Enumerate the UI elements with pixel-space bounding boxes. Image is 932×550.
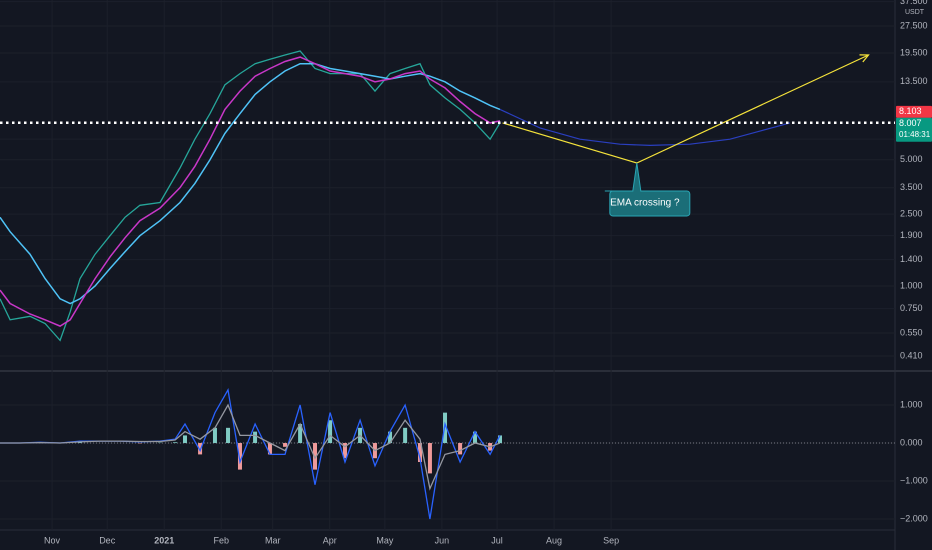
x-tick-label: Apr bbox=[323, 535, 337, 545]
price-tag-countdown: 01:48:31 bbox=[899, 130, 931, 139]
arrow-head bbox=[859, 54, 870, 63]
x-tick-label: Mar bbox=[265, 535, 281, 545]
y-tick-label: 0.550 bbox=[900, 327, 923, 337]
x-tick-label: Dec bbox=[99, 535, 116, 545]
histogram-bar bbox=[388, 431, 393, 444]
histogram-bar bbox=[458, 443, 463, 455]
grid bbox=[0, 0, 895, 530]
unit-label: USDT bbox=[905, 9, 925, 16]
y-tick-label: 1.000 bbox=[900, 280, 923, 290]
y-tick-label: 0.410 bbox=[900, 350, 923, 360]
price-tag-label: 8.007 bbox=[899, 118, 922, 128]
x-tick-label: 2021 bbox=[154, 535, 174, 545]
histogram-bar bbox=[427, 443, 432, 474]
y-tick-label: 19.500 bbox=[900, 47, 928, 57]
y-tick-label: 2.500 bbox=[900, 209, 923, 219]
histogram-bar bbox=[77, 442, 82, 444]
x-tick-label: Jun bbox=[435, 535, 450, 545]
price-tag bbox=[896, 105, 932, 118]
x-tick-label: Sep bbox=[603, 535, 619, 545]
indicator-line bbox=[0, 403, 501, 491]
histogram-bar bbox=[182, 435, 187, 444]
series-line bbox=[0, 50, 501, 342]
histogram-bar bbox=[267, 443, 272, 455]
y-tick-label: 13.500 bbox=[900, 76, 928, 86]
y-tick-label: 1.900 bbox=[900, 230, 923, 240]
y-tick-label: 37.500 bbox=[900, 0, 928, 6]
y-tick-label: 1.400 bbox=[900, 254, 923, 264]
y-tick-label: 3.500 bbox=[900, 182, 923, 192]
histogram-bar bbox=[342, 443, 347, 459]
histogram-bar bbox=[313, 443, 318, 470]
histogram-bar bbox=[198, 443, 203, 455]
histogram-bar bbox=[298, 424, 303, 444]
y-tick-label: 5.000 bbox=[900, 154, 923, 164]
price-tag bbox=[896, 117, 932, 142]
histogram-bar bbox=[418, 443, 423, 463]
histogram-bar bbox=[472, 431, 477, 444]
histogram-bar bbox=[237, 443, 242, 470]
histogram-bar bbox=[226, 427, 231, 444]
annotation-text: EMA crossing ? bbox=[610, 198, 680, 209]
histogram-bar bbox=[328, 420, 333, 444]
x-tick-label: Nov bbox=[44, 535, 61, 545]
x-tick-label: Aug bbox=[546, 535, 562, 545]
y-tick-label: 1.000 bbox=[900, 399, 923, 409]
y-tick-label: 0.000 bbox=[900, 437, 923, 447]
histogram-bar bbox=[212, 427, 217, 444]
x-tick-label: Feb bbox=[213, 535, 229, 545]
histogram-bar bbox=[283, 443, 288, 447]
x-tick-label: May bbox=[376, 535, 394, 545]
series-line bbox=[0, 56, 501, 327]
histogram-bar bbox=[403, 427, 408, 444]
histogram-bar bbox=[253, 431, 258, 444]
callout-box bbox=[604, 162, 691, 217]
annotation-callout: EMA crossing ? bbox=[604, 162, 691, 217]
y-tick-label: 0.750 bbox=[900, 303, 923, 313]
y-tick-label: −2.000 bbox=[900, 513, 928, 523]
price-tag-label: 8.103 bbox=[899, 106, 922, 116]
x-tick-label: Jul bbox=[491, 535, 503, 545]
histogram-bar bbox=[173, 442, 178, 444]
trend-drawing bbox=[499, 108, 791, 147]
y-tick-label: −1.000 bbox=[900, 475, 928, 485]
histogram-bar bbox=[498, 435, 503, 444]
y-tick-label: 27.500 bbox=[900, 20, 928, 30]
